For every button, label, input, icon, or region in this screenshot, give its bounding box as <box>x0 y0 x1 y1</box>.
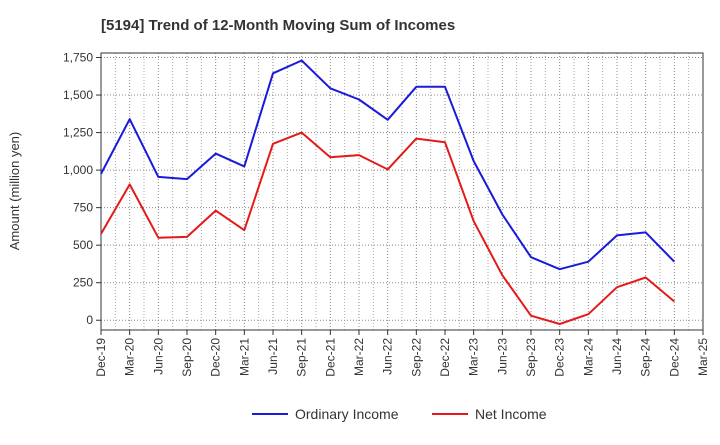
x-tick-label: Mar-23 <box>467 338 481 376</box>
y-tick-label: 1,250 <box>63 126 93 140</box>
x-tick-label: Jun-20 <box>151 338 165 375</box>
x-tick-label: Dec-20 <box>209 338 223 377</box>
x-tick-label: Mar-24 <box>581 338 595 376</box>
x-tick-label: Sep-20 <box>180 338 194 377</box>
series-line-ordinary-income <box>100 59 676 271</box>
x-tick-label: Mar-21 <box>237 338 251 376</box>
x-tick-label: Sep-21 <box>295 338 309 377</box>
y-axis-label: Amount (million yen) <box>7 132 22 251</box>
y-tick-label: 500 <box>73 238 93 252</box>
x-tick-label: Dec-21 <box>323 338 337 377</box>
y-tick-label: 0 <box>86 313 93 327</box>
x-tick-label: Mar-20 <box>123 338 137 376</box>
y-tick-label: 250 <box>73 276 93 290</box>
x-tick-label: Jun-21 <box>266 338 280 375</box>
legend: Ordinary Income Net Income <box>252 406 547 422</box>
y-tick-label: 750 <box>73 201 93 215</box>
y-tick-label: 1,750 <box>63 51 93 65</box>
x-tick-label: Jun-23 <box>495 338 509 375</box>
y-tick-label: 1,500 <box>63 88 93 102</box>
x-axis: Dec-19 Mar-20 Jun-20 Sep-20 Dec-20 Mar-21 Jun-… <box>94 330 710 377</box>
legend-label-net-income: Net Income <box>475 406 547 422</box>
x-tick-label: Sep-24 <box>639 338 653 377</box>
chart-title: [5194] Trend of 12-Month Moving Sum of I… <box>101 17 455 34</box>
x-tick-label: Jun-24 <box>610 338 624 375</box>
series-line-net-income <box>100 131 675 325</box>
x-tick-label: Sep-23 <box>524 338 538 377</box>
x-tick-label: Mar-22 <box>352 338 366 376</box>
x-tick-label: Dec-19 <box>94 338 108 377</box>
y-axis: 0 250 500 750 1,000 1,250 1,500 1,750 <box>63 51 101 327</box>
x-tick-label: Jun-22 <box>381 338 395 375</box>
legend-label-ordinary-income: Ordinary Income <box>295 406 399 422</box>
x-tick-label: Dec-24 <box>667 338 681 377</box>
series-lines <box>100 59 676 325</box>
x-tick-label: Dec-22 <box>438 338 452 377</box>
y-tick-label: 1,000 <box>63 163 93 177</box>
x-tick-label: Mar-25 <box>696 338 710 376</box>
grid-lines <box>101 53 703 330</box>
x-tick-label: Dec-23 <box>553 338 567 377</box>
plot-frame <box>100 52 704 331</box>
x-tick-label: Sep-22 <box>409 338 423 377</box>
